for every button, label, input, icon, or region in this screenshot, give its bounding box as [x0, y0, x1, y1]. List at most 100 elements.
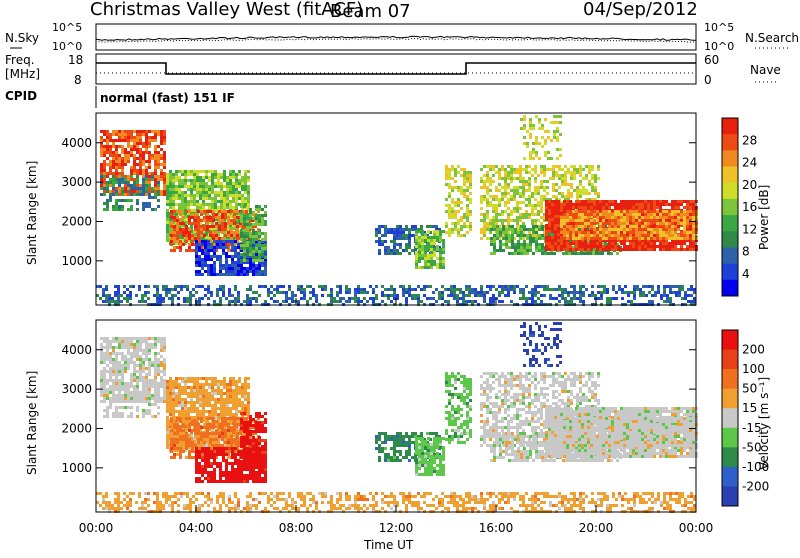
power-cell	[357, 291, 360, 294]
power-cell	[498, 177, 501, 180]
power-cell	[620, 222, 623, 225]
power-cell	[427, 257, 430, 260]
power-cell	[249, 232, 252, 235]
power-cell	[339, 291, 342, 294]
power-cell	[553, 252, 556, 255]
power-cell	[523, 136, 526, 139]
power-cell	[511, 243, 514, 246]
power-cell	[121, 130, 124, 133]
power-cell	[387, 252, 390, 255]
power-cell	[593, 237, 596, 240]
power-cell	[543, 168, 546, 171]
power-cell	[229, 191, 232, 194]
power-cell	[421, 242, 424, 245]
power-cell	[579, 288, 582, 291]
power-cell	[354, 288, 357, 291]
power-cell	[433, 230, 436, 233]
power-cell	[133, 193, 136, 196]
power-cell	[662, 248, 665, 251]
power-cell	[528, 198, 531, 201]
power-cell	[611, 237, 614, 240]
power-cell	[570, 285, 573, 288]
power-cell	[486, 186, 489, 189]
power-cell	[160, 136, 163, 139]
power-cell	[193, 203, 196, 206]
power-cell	[492, 216, 495, 219]
power-cell	[457, 171, 460, 174]
power-cell	[109, 163, 112, 166]
power-cell	[680, 222, 683, 225]
power-cell	[483, 180, 486, 183]
power-cell	[234, 270, 237, 273]
power-cell	[188, 234, 191, 237]
power-cell	[189, 300, 192, 303]
power-cell	[647, 200, 650, 203]
power-cell	[220, 206, 223, 209]
power-cell	[489, 231, 492, 234]
power-cell	[205, 182, 208, 185]
power-cell	[466, 207, 469, 210]
power-cell	[566, 219, 569, 222]
power-cell	[390, 300, 393, 303]
power-cell	[121, 178, 124, 181]
power-cell	[201, 297, 204, 300]
power-cell	[213, 255, 216, 258]
power-cell	[561, 294, 564, 297]
power-cell	[635, 234, 638, 237]
power-cell	[686, 222, 689, 225]
power-cell	[219, 243, 222, 246]
power-cell	[674, 234, 677, 237]
power-cell	[106, 130, 109, 133]
power-cell	[427, 245, 430, 248]
power-cell	[124, 187, 127, 190]
power-cell	[677, 200, 680, 203]
power-cell	[378, 249, 381, 252]
power-cell	[609, 297, 612, 300]
power-cell	[418, 230, 421, 233]
power-cell	[644, 200, 647, 203]
power-cell	[174, 294, 177, 297]
power-cell	[121, 133, 124, 136]
power-cell	[261, 238, 264, 241]
power-cell	[142, 145, 145, 148]
power-cell	[556, 157, 559, 160]
power-cell	[255, 220, 258, 223]
power-cell	[418, 254, 421, 257]
power-cell	[198, 285, 201, 288]
power-cell	[629, 242, 632, 245]
power-cell	[548, 212, 551, 215]
power-cell	[548, 206, 551, 209]
power-cell	[237, 270, 240, 273]
power-cell	[232, 176, 235, 179]
power-cell	[626, 248, 629, 251]
power-cell	[677, 206, 680, 209]
power-cell	[588, 183, 591, 186]
power-cell	[639, 288, 642, 291]
power-cell	[671, 237, 674, 240]
power-cell	[117, 294, 120, 297]
power-cell	[569, 228, 572, 231]
power-cell	[635, 222, 638, 225]
power-cell	[554, 221, 557, 224]
power-cell	[442, 260, 445, 263]
power-cell	[620, 219, 623, 222]
power-cell	[169, 206, 172, 209]
power-cell	[680, 237, 683, 240]
power-cell	[225, 246, 228, 249]
power-cell	[513, 189, 516, 192]
power-cell	[463, 180, 466, 183]
power-cell	[166, 185, 169, 188]
power-cell	[587, 200, 590, 203]
power-cell	[445, 177, 448, 180]
power-cell	[647, 225, 650, 228]
power-cell	[606, 297, 609, 300]
power-cell	[115, 187, 118, 190]
power-cell	[196, 206, 199, 209]
power-cell	[203, 225, 206, 228]
power-cell	[547, 252, 550, 255]
power-cell	[154, 139, 157, 142]
power-cell	[324, 288, 327, 291]
power-cell	[654, 294, 657, 297]
power-cell	[651, 285, 654, 288]
power-cell	[172, 185, 175, 188]
